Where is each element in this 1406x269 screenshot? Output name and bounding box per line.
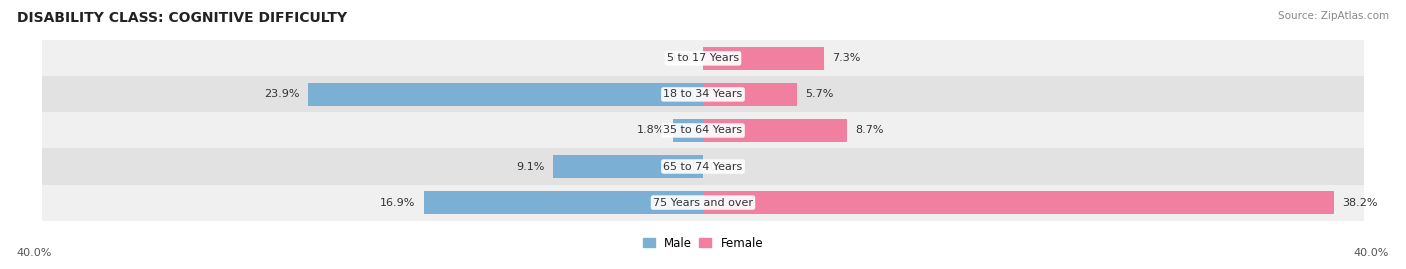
Bar <box>673 119 703 142</box>
Bar <box>308 83 703 106</box>
Text: 0.0%: 0.0% <box>668 53 696 63</box>
Text: 40.0%: 40.0% <box>17 248 52 258</box>
Text: 8.7%: 8.7% <box>855 125 883 136</box>
Text: 0.0%: 0.0% <box>710 161 738 172</box>
Text: 40.0%: 40.0% <box>1354 248 1389 258</box>
Text: 18 to 34 Years: 18 to 34 Years <box>664 89 742 100</box>
Bar <box>703 83 797 106</box>
Text: 5.7%: 5.7% <box>806 89 834 100</box>
Bar <box>423 191 703 214</box>
Bar <box>553 155 703 178</box>
Text: 9.1%: 9.1% <box>516 161 544 172</box>
Text: 65 to 74 Years: 65 to 74 Years <box>664 161 742 172</box>
Bar <box>703 191 1334 214</box>
Bar <box>42 148 1364 185</box>
Text: 5 to 17 Years: 5 to 17 Years <box>666 53 740 63</box>
Text: 35 to 64 Years: 35 to 64 Years <box>664 125 742 136</box>
Text: 38.2%: 38.2% <box>1343 197 1378 208</box>
Bar <box>703 119 846 142</box>
Text: 1.8%: 1.8% <box>637 125 665 136</box>
Text: 7.3%: 7.3% <box>832 53 860 63</box>
Bar <box>42 40 1364 76</box>
Bar <box>42 185 1364 221</box>
Text: 75 Years and over: 75 Years and over <box>652 197 754 208</box>
Legend: Male, Female: Male, Female <box>638 232 768 254</box>
Text: 16.9%: 16.9% <box>380 197 416 208</box>
Bar <box>42 112 1364 148</box>
Bar <box>42 76 1364 112</box>
Bar <box>703 47 824 70</box>
Text: DISABILITY CLASS: COGNITIVE DIFFICULTY: DISABILITY CLASS: COGNITIVE DIFFICULTY <box>17 11 347 25</box>
Text: 23.9%: 23.9% <box>264 89 299 100</box>
Text: Source: ZipAtlas.com: Source: ZipAtlas.com <box>1278 11 1389 21</box>
